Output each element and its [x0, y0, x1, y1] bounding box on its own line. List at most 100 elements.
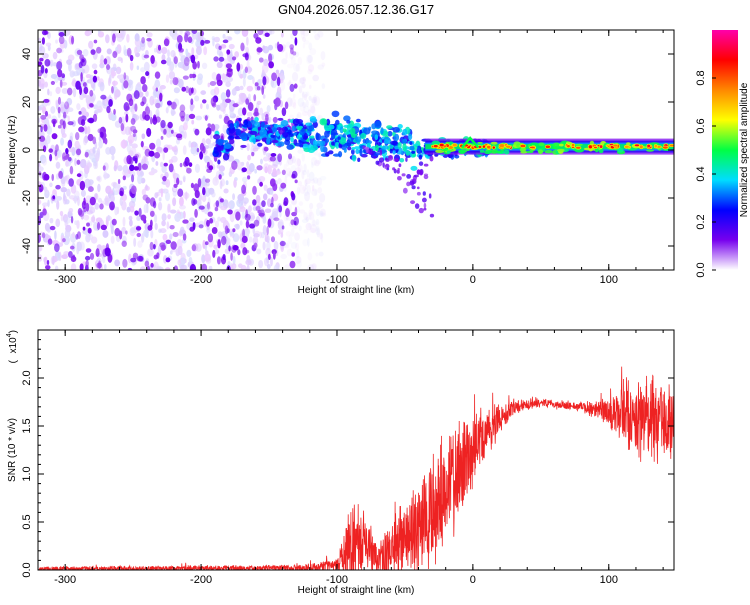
- spectrogram-noise-blob: [212, 249, 216, 258]
- spectrogram-x-tick-label: -100: [326, 274, 348, 286]
- spectrogram-signal-blob: [416, 186, 420, 190]
- spectrogram-noise-blob: [168, 163, 174, 173]
- spectrogram-noise-blob: [42, 171, 47, 181]
- spectrogram-noise-blob: [82, 82, 87, 87]
- spectrogram-x-tick-label: -200: [190, 274, 212, 286]
- spectrogram-noise-blob: [170, 129, 174, 134]
- spectrogram-noise-blob: [225, 63, 232, 69]
- spectrogram-noise-blob: [296, 111, 302, 119]
- spectrogram-noise-blob: [81, 58, 85, 63]
- spectrogram-noise-blob: [87, 133, 94, 142]
- spectrogram-noise-blob: [247, 74, 254, 80]
- spectrogram-noise-blob: [145, 184, 148, 191]
- spectrogram-signal-blob: [280, 120, 289, 127]
- spectrogram-noise-blob: [291, 200, 297, 205]
- spectrogram-noise-blob: [59, 79, 63, 88]
- spectrogram-noise-blob: [75, 131, 80, 141]
- spectrogram-signal-blob: [365, 147, 369, 154]
- spectrogram-noise-blob: [57, 96, 61, 105]
- spectrogram-noise-blob: [89, 89, 94, 97]
- spectrogram-noise-blob: [305, 216, 309, 222]
- spectrogram-noise-blob: [106, 64, 111, 70]
- spectrogram-noise-blob: [159, 92, 163, 102]
- spectrogram-noise-blob: [292, 93, 296, 99]
- spectrogram-signal-blob: [413, 174, 419, 178]
- spectrogram-signal-blob: [307, 147, 316, 154]
- spectrogram-noise-blob: [165, 257, 171, 263]
- spectrogram-signal-blob: [355, 148, 360, 154]
- spectrogram-noise-blob: [133, 237, 137, 247]
- spectrogram-noise-blob: [109, 189, 114, 194]
- spectrogram-band-blob: [490, 141, 498, 145]
- spectrogram-noise-blob: [316, 202, 323, 209]
- spectrogram-signal-blob: [335, 119, 340, 125]
- spectrogram-signal-blob: [397, 167, 400, 171]
- snr-x-tick-label: -300: [54, 574, 76, 586]
- spectrogram-noise-blob: [40, 125, 43, 133]
- spectrogram-noise-blob: [233, 179, 237, 188]
- spectrogram-noise-blob: [321, 62, 326, 67]
- spectrogram-noise-blob: [154, 152, 161, 159]
- snr-x-tick-label: -100: [326, 574, 348, 586]
- spectrogram-noise-blob: [214, 220, 219, 228]
- spectrogram-noise-blob: [160, 188, 164, 198]
- spectrogram-signal-blob: [411, 185, 416, 190]
- spectrogram-noise-blob: [57, 106, 61, 114]
- spectrogram-signal-blob: [399, 158, 405, 163]
- spectrogram-band-blob: [552, 142, 561, 148]
- spectrogram-noise-blob: [55, 195, 63, 201]
- spectrogram-noise-blob: [305, 54, 312, 65]
- spectrogram-noise-blob: [139, 113, 143, 121]
- spectrogram-noise-blob: [305, 222, 312, 231]
- spectrogram-noise-blob: [259, 181, 263, 187]
- spectrogram-noise-blob: [169, 233, 173, 240]
- spectrogram-noise-blob: [301, 169, 305, 180]
- spectrogram-noise-blob: [146, 32, 153, 38]
- spectrogram-noise-blob: [228, 43, 235, 50]
- spectrogram-noise-blob: [207, 233, 214, 243]
- spectrogram-noise-blob: [160, 119, 166, 129]
- spectrogram-noise-blob: [319, 212, 327, 217]
- spectrogram-noise-blob: [182, 233, 187, 241]
- spectrogram-signal-blob: [324, 127, 332, 132]
- spectrogram-noise-blob: [246, 254, 251, 263]
- spectrogram-signal-blob: [278, 127, 285, 135]
- spectrogram-noise-blob: [156, 146, 163, 153]
- spectrogram-noise-blob: [289, 83, 295, 92]
- spectrogram-y-tick-label: 20: [21, 96, 33, 108]
- spectrogram-noise-blob: [303, 188, 309, 197]
- spectrogram-noise-blob: [255, 205, 261, 212]
- spectrogram-noise-blob: [285, 208, 290, 218]
- spectrogram-signal-blob: [371, 130, 379, 135]
- spectrogram-noise-blob: [312, 218, 316, 227]
- spectrogram-noise-blob: [99, 131, 104, 138]
- spectrogram-noise-blob: [264, 32, 270, 37]
- spectrogram-noise-blob: [271, 72, 278, 82]
- spectrogram-noise-blob: [231, 160, 238, 170]
- spectrogram-signal-blob: [384, 138, 389, 144]
- spectrogram-signal-blob: [290, 136, 294, 143]
- spectrogram-noise-blob: [293, 62, 300, 72]
- spectrogram-noise-blob: [290, 164, 297, 173]
- spectrogram-noise-blob: [262, 45, 266, 50]
- spectrogram-noise-blob: [134, 153, 140, 158]
- spectrogram-noise-blob: [39, 135, 46, 142]
- spectrogram-noise-blob: [246, 143, 250, 152]
- spectrogram-noise-blob: [299, 77, 305, 85]
- spectrogram-signal-blob: [294, 142, 303, 147]
- spectrogram-noise-blob: [201, 254, 206, 264]
- spectrogram-noise-blob: [241, 211, 246, 220]
- spectrogram-noise-blob: [125, 113, 129, 123]
- spectrogram-noise-blob: [232, 255, 236, 266]
- spectrogram-noise-blob: [218, 174, 222, 180]
- spectrogram-band-blob: [556, 148, 565, 152]
- spectrogram-signal-blob: [417, 147, 421, 154]
- spectrogram-noise-blob: [280, 80, 286, 91]
- spectrogram-noise-blob: [147, 248, 154, 257]
- spectrogram-band-blob: [477, 141, 483, 145]
- spectrogram-signal-blob: [418, 207, 424, 214]
- spectrogram-noise-blob: [252, 236, 259, 246]
- spectrogram-band-blob: [551, 146, 561, 150]
- colorbar-ticks: 0.0 0.2 0.4 0.6 0.8: [695, 70, 716, 278]
- spectrogram-noise-blob: [126, 93, 133, 102]
